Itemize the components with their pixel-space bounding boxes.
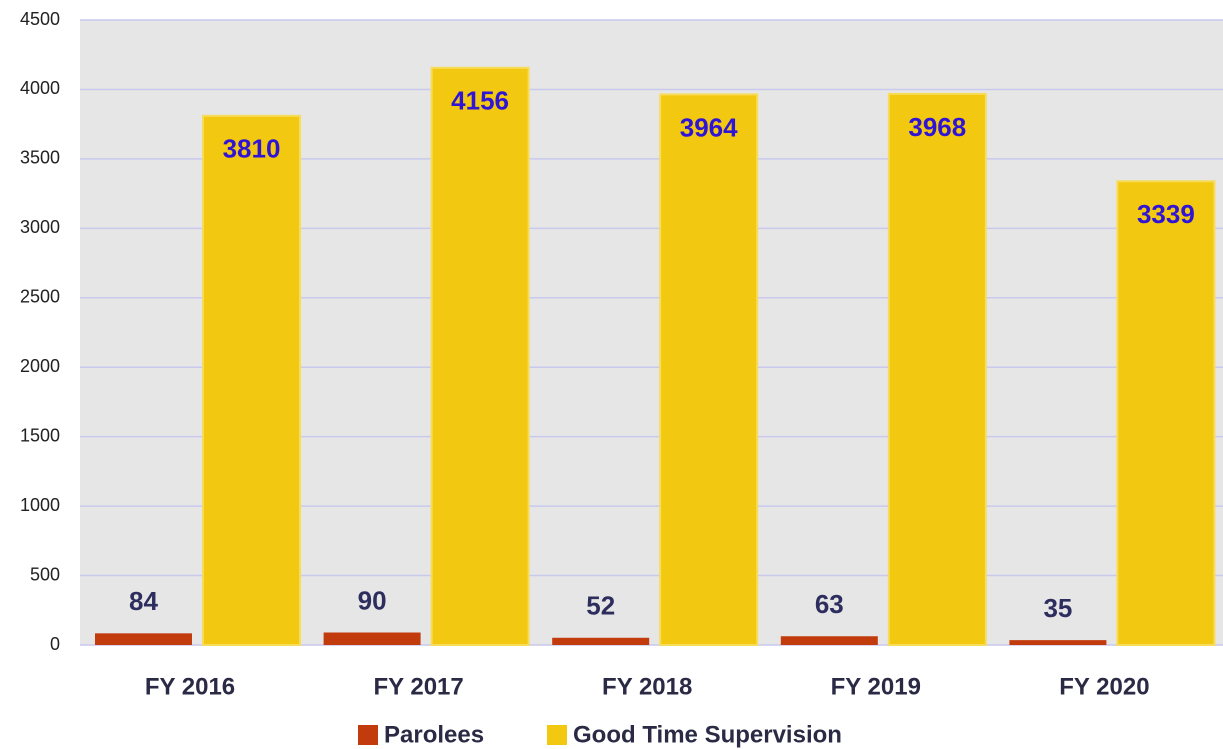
value-label: 3810 [223,134,281,164]
value-label: 3964 [680,112,738,142]
bar [430,66,530,647]
y-tick-label: 2000 [20,356,60,376]
y-tick-label: 0 [50,634,60,654]
legend-swatch [547,725,567,745]
value-label: 84 [129,586,158,616]
x-tick-label: FY 2016 [145,673,235,700]
value-label: 52 [586,591,615,621]
y-tick-label: 1500 [20,425,60,445]
bar [887,92,987,646]
legend-label: Good Time Supervision [573,721,842,748]
bar [780,636,878,645]
bar [659,93,759,646]
x-tick-label: FY 2017 [373,673,463,700]
legend-label: Parolees [384,721,484,748]
bar [1009,640,1107,645]
value-label: 35 [1043,593,1072,623]
y-tick-label: 4000 [20,78,60,98]
y-tick-label: 3000 [20,217,60,237]
value-label: 4156 [451,86,509,116]
y-tick-label: 4500 [20,9,60,29]
bar [95,633,192,645]
y-tick-label: 1000 [20,495,60,515]
value-label: 3968 [908,112,966,142]
x-tick-label: FY 2020 [1059,673,1149,700]
x-tick-label: FY 2018 [602,673,692,700]
x-tick-label: FY 2019 [831,673,921,700]
value-label: 3339 [1137,199,1195,229]
bar [323,632,421,645]
bar [552,637,650,645]
value-label: 63 [815,589,844,619]
y-tick-label: 3500 [20,148,60,168]
legend-swatch [358,725,378,745]
y-tick-label: 500 [30,564,60,584]
bar [1116,180,1216,646]
y-tick-label: 2500 [20,287,60,307]
value-label: 90 [358,585,387,615]
bar [202,114,301,647]
